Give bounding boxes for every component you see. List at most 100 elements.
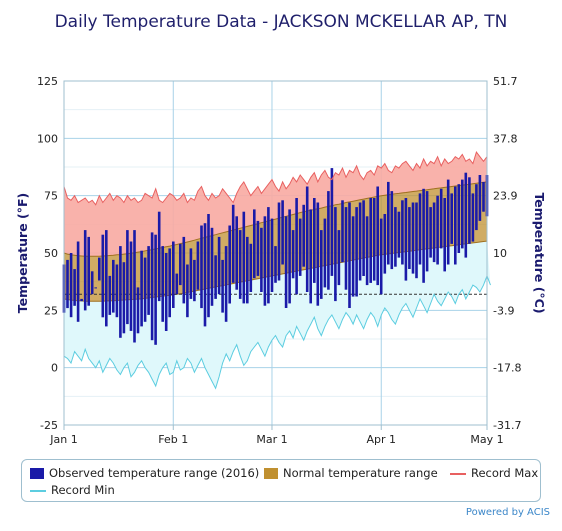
observed-bar [267,207,270,304]
observed-bar [422,188,425,283]
observed-bar [256,220,260,276]
y-tick-label-left: 50 [44,247,58,260]
observed-bar [305,186,309,292]
observed-bar [327,191,330,290]
observed-bar [129,241,133,331]
observed-bar [468,177,471,244]
observed-bar [457,184,461,253]
observed-bar [355,207,358,297]
observed-bar [475,184,478,231]
observed-bar [83,230,87,311]
observed-bar [369,198,372,283]
x-tick-label: Feb 1 [158,433,188,446]
observed-bar [214,255,217,299]
observed-bar [200,225,203,309]
observed-bar [309,209,312,304]
y-tick-label-left: 125 [37,75,58,88]
observed-bar [189,248,193,299]
observed-bar [316,202,320,306]
observed-bar [274,246,277,283]
observed-bar [394,207,397,267]
observed-bar [429,207,432,258]
observed-bar [313,198,316,283]
observed-bar [454,186,457,265]
observed-bar [390,191,394,270]
observed-bar [98,257,101,281]
y-tick-label-left: 25 [44,304,58,317]
record-min-line [63,274,491,390]
observed-bar [320,230,323,299]
observed-bar [408,207,411,269]
observed-bar [87,236,90,306]
x-tick-label: Jan 1 [49,433,77,446]
y-tick-label-right: 10 [493,247,507,260]
observed-bar [108,275,112,315]
observed-bar [228,225,231,304]
observed-bar [196,241,200,290]
y-tick-label-left: -25 [40,419,58,432]
legend-record-max[interactable]: Record Max [450,466,538,480]
record-max-band [64,152,487,257]
observed-bar [69,253,73,318]
observed-bar [362,200,365,276]
legend-observed[interactable]: Observed temperature range (2016) [30,466,259,480]
observed-bar [351,216,355,297]
observed-bar [80,298,83,302]
record-min-band [64,241,491,389]
observed-bar [90,271,94,295]
observed-bar [101,234,105,318]
y-tick-label-right: 51.7 [493,75,518,88]
observed-bar [126,230,129,325]
observed-bar [411,202,415,274]
observed-bar [133,230,136,343]
observed-bar [140,250,143,327]
observed-bar [172,241,175,308]
observed-bar [221,259,224,313]
observed-bar [164,253,168,331]
observed-bar [348,202,351,308]
observed-bar [323,218,327,288]
observed-bar [161,246,164,322]
y-tick-label-right: -31.7 [493,419,521,432]
observed-bar [76,241,80,322]
observed-bar [66,259,69,309]
observed-bar [210,227,214,306]
x-tick-label: Mar 1 [256,433,287,446]
observed-bar [298,218,302,276]
observed-bar [270,218,274,292]
observed-bar [238,230,242,299]
x-tick-label: Apr 1 [366,433,396,446]
observed-bar [207,214,210,318]
observed-bar [450,193,453,244]
observed-bar [478,175,482,221]
observed-bar [136,287,140,334]
observed-bar [330,168,334,276]
legend-record-min[interactable]: Record Min [30,483,115,497]
normal-swatch [264,468,278,479]
observed-bar [253,209,256,279]
observed-bar [182,236,186,304]
observed-bar [73,269,76,306]
legend-record-min-label: Record Min [51,483,115,497]
chart-title: Daily Temperature Data - JACKSON MCKELLA… [55,12,508,32]
observed-bar [295,198,298,295]
observed-bar [224,246,228,322]
legend-observed-label: Observed temperature range (2016) [49,466,260,480]
observed-bar [482,181,485,212]
y-tick-label-left: 0 [51,362,58,375]
observed-bar [404,198,408,281]
observed-bar [415,202,418,279]
observed-bar [260,227,263,292]
observed-bar [150,232,154,341]
observed-bar [147,246,150,315]
observed-bar [284,216,288,308]
observed-bar [334,207,337,302]
y-tick-label-left: 75 [44,190,58,203]
observed-bar [387,181,390,265]
legend-normal[interactable]: Normal temperature range [264,466,438,480]
record-lines [63,80,491,426]
observed-bar [122,262,126,334]
powered-by-link[interactable]: Powered by ACIS [465,507,550,518]
observed-bar [154,234,157,345]
